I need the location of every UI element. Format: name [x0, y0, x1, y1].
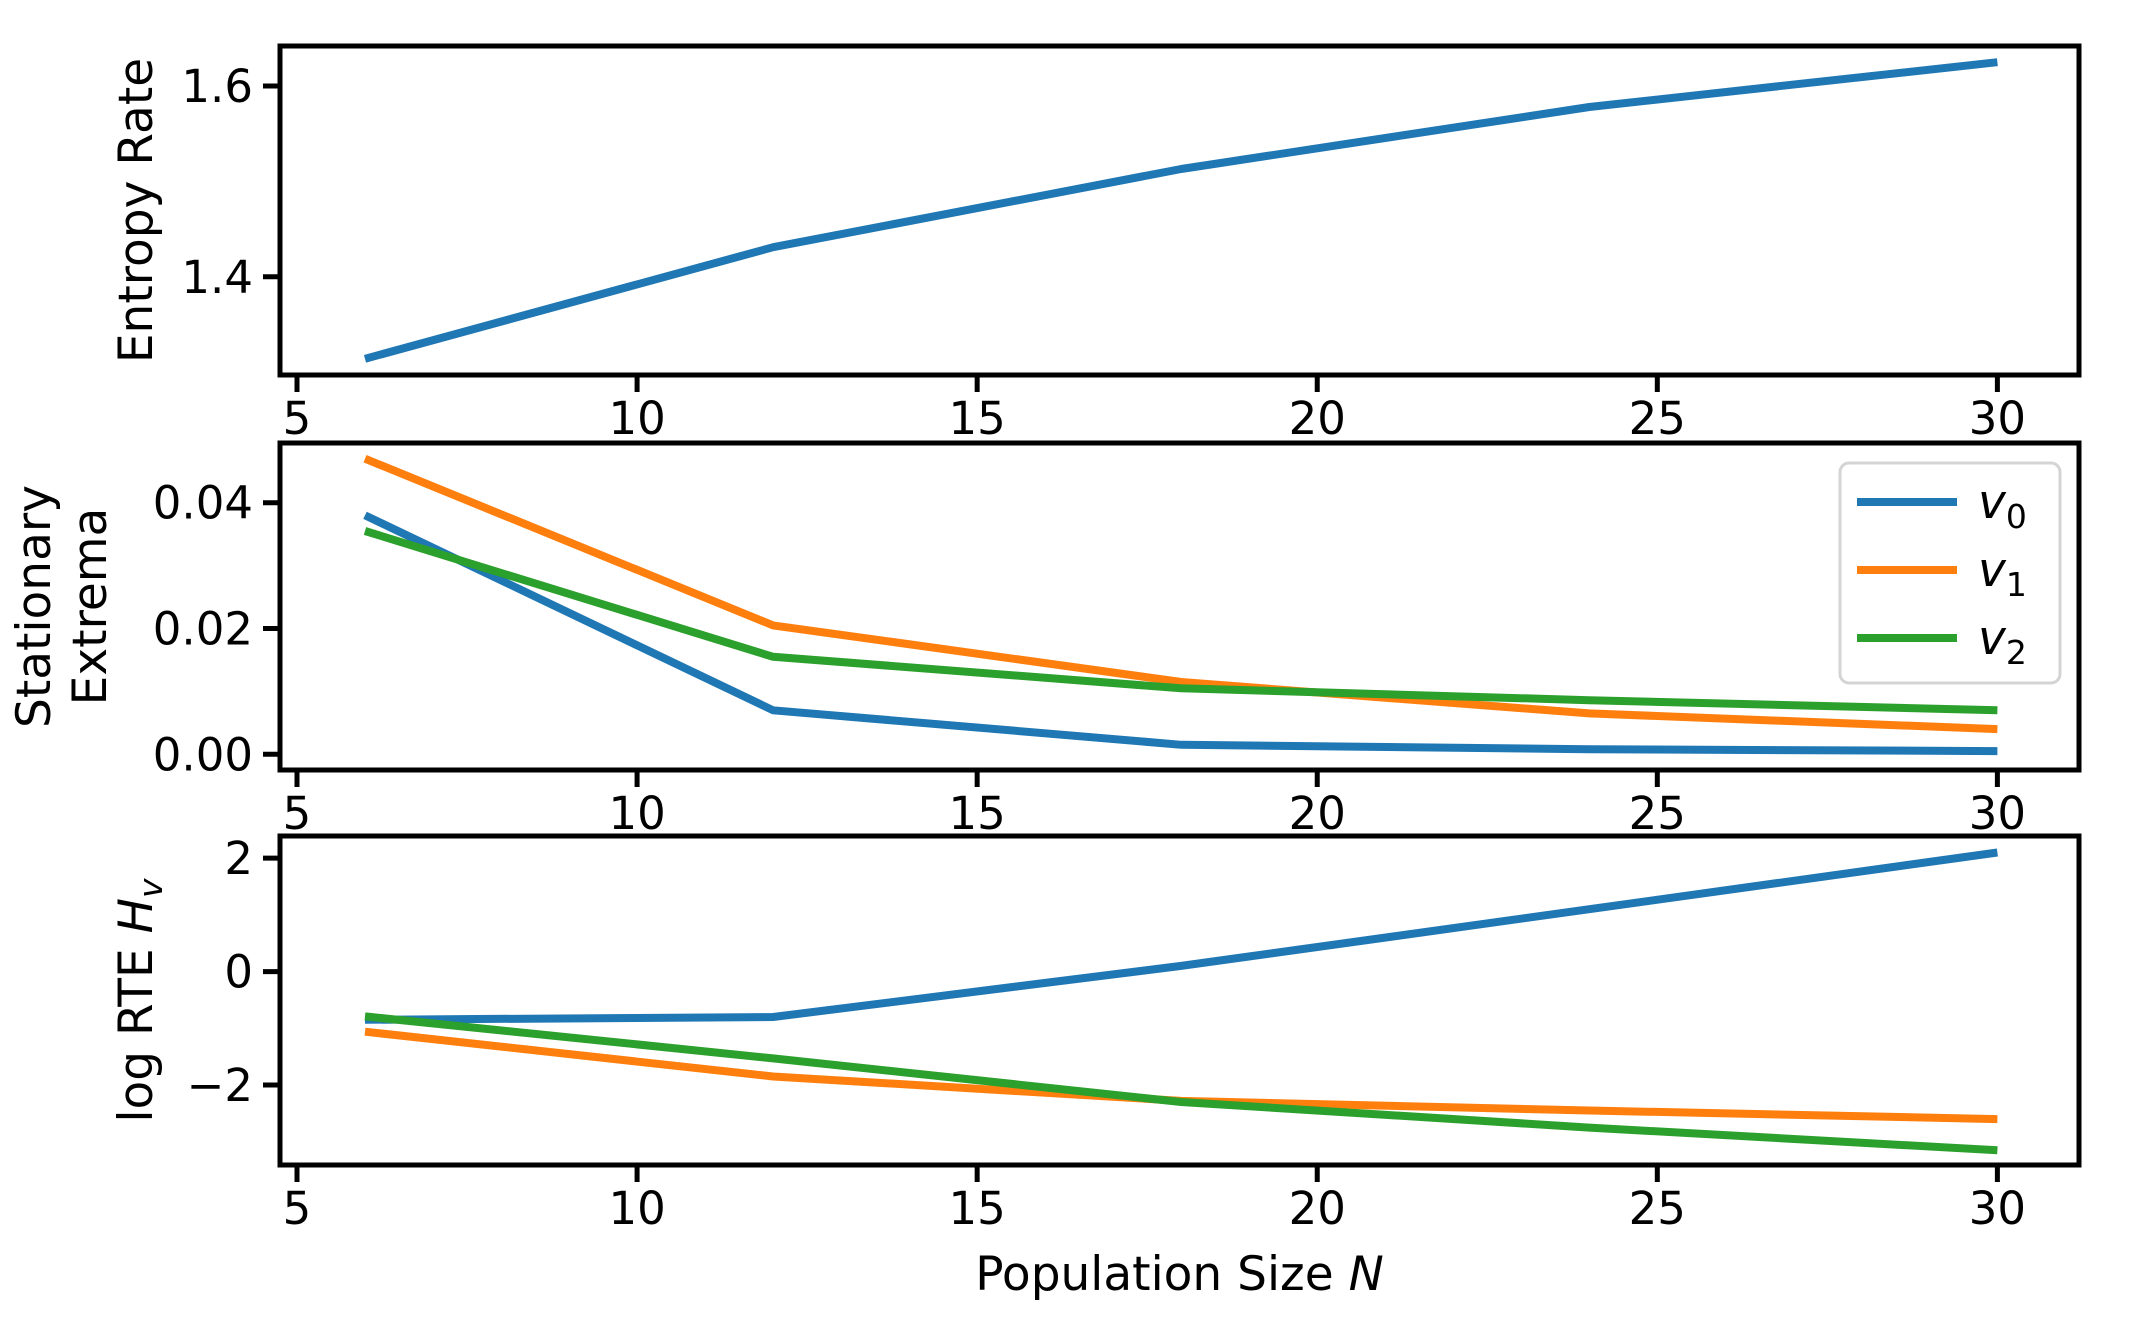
axes-frame	[277, 833, 2082, 1168]
y-tick-label: 0.02	[153, 603, 253, 656]
subplot-stationary-extrema: 5 10 15 20 25 30 0.00 0.02 0.04 Stationary Extrema…	[7, 440, 2082, 840]
y-tick-label: 0.00	[153, 728, 253, 781]
x-tick-label: 20	[1289, 787, 1346, 840]
legend-label-v0: v0	[1978, 475, 2027, 536]
x-tick-label: 15	[949, 1182, 1006, 1235]
axes-frame	[277, 440, 2082, 773]
y-tick-label: 2	[224, 832, 253, 885]
y-tick-label: 0.04	[153, 477, 253, 530]
x-axis-label: Population Size N	[975, 1247, 1383, 1302]
x-tick-label: 25	[1629, 1182, 1686, 1235]
subplot-log-rte: 5 10 15 20 25 30 −2 0 2 log RTE Hv Population Size…	[109, 832, 2082, 1302]
line-v1	[363, 454, 1998, 734]
x-tick-label: 30	[1969, 392, 2026, 445]
line-v0	[364, 848, 1998, 1024]
x-tick-label: 20	[1289, 392, 1346, 445]
y-tick-label: −2	[187, 1059, 253, 1112]
y-axis-label: log RTE Hv	[109, 878, 170, 1123]
x-tick-label: 30	[1969, 787, 2026, 840]
line-v2	[363, 527, 1998, 715]
line-v0	[363, 58, 1998, 363]
x-tick-label: 10	[608, 392, 665, 445]
y-tick-label: 1.4	[181, 251, 253, 304]
x-tick-label: 25	[1629, 392, 1686, 445]
x-tick-label: 10	[608, 787, 665, 840]
x-tick-label: 25	[1629, 787, 1686, 840]
x-tick-label: 20	[1289, 1182, 1346, 1235]
x-tick-label: 5	[283, 1182, 312, 1235]
legend: v0 v1 v2	[1838, 461, 2062, 685]
y-axis-label: Entropy Rate	[109, 58, 164, 363]
line-v2	[364, 1012, 1998, 1155]
x-tick-label: 5	[283, 392, 312, 445]
subplot-entropy-rate: 5 10 15 20 25 30 1.4 1.6 Entropy Rate	[109, 43, 2082, 445]
x-tick-label: 10	[608, 1182, 665, 1235]
x-tick-label: 15	[949, 787, 1006, 840]
legend-label-v2: v2	[1978, 611, 2027, 672]
x-tick-label: 30	[1969, 1182, 2026, 1235]
x-tick-label: 5	[283, 787, 312, 840]
y-tick-label: 0	[224, 946, 253, 999]
y-tick-label: 1.6	[181, 60, 253, 113]
axes-frame	[277, 43, 2082, 378]
line-v0	[363, 511, 1998, 756]
y-axis-label: Extrema	[63, 508, 118, 706]
y-axis-label: Stationary	[7, 485, 62, 728]
legend-label-v1: v1	[1978, 543, 2027, 604]
x-tick-label: 15	[949, 392, 1006, 445]
